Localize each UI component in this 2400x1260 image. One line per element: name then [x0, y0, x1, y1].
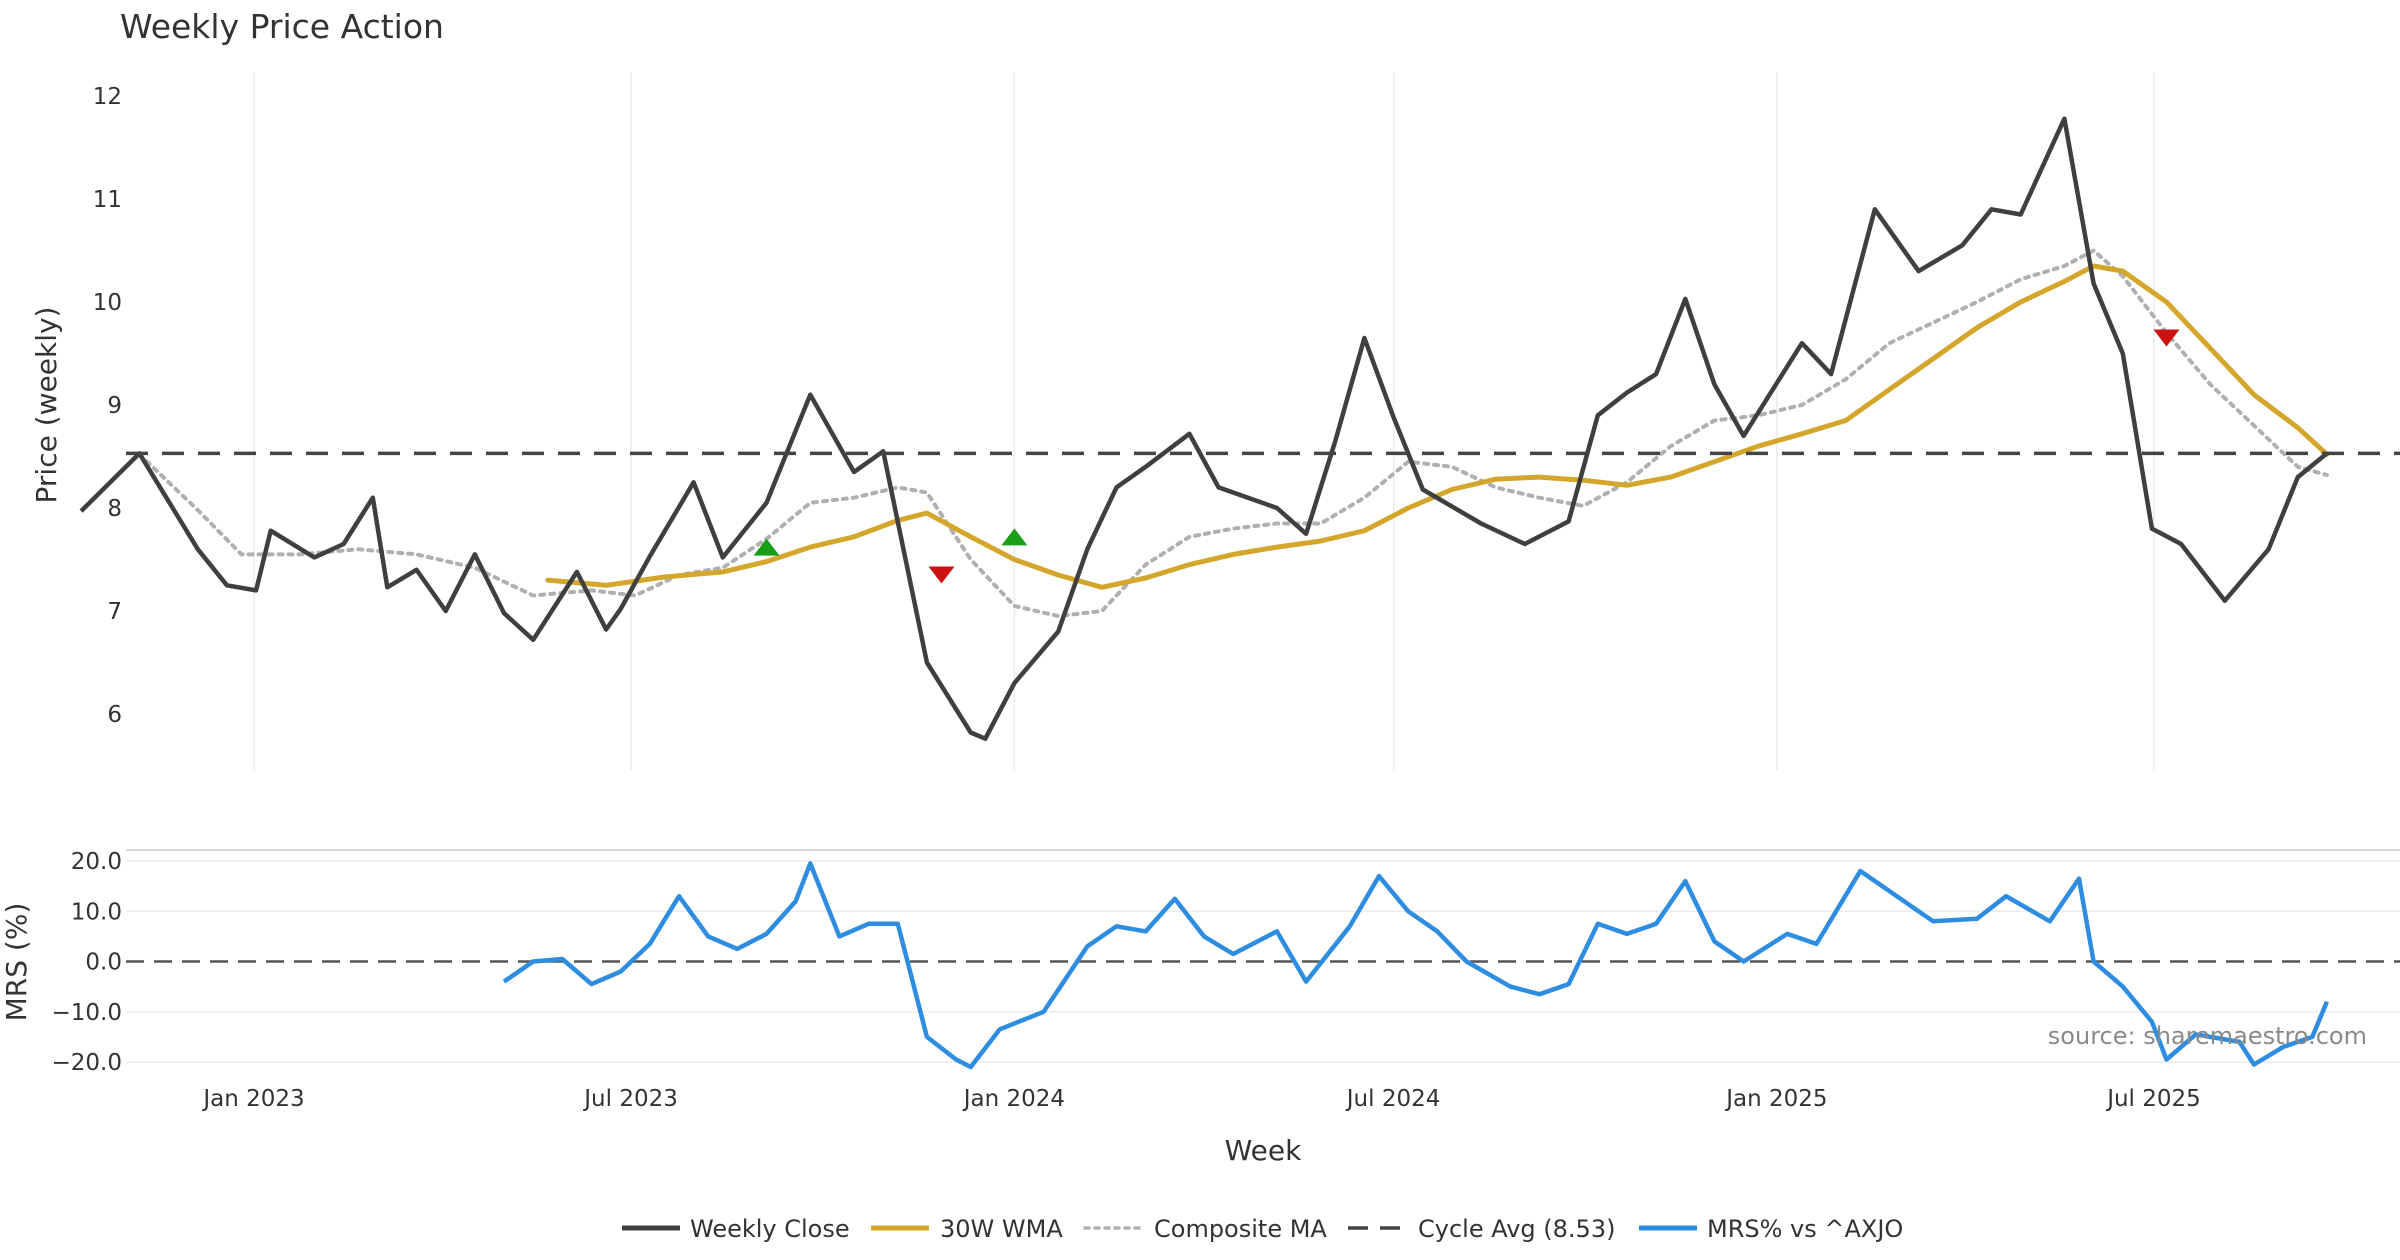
mrs-y-tick-label: −10.0 [52, 1000, 122, 1026]
sell-signal-marker [928, 566, 955, 584]
price-y-tick-label: 8 [107, 496, 122, 522]
legend-item-composite-ma: Composite MA [1083, 1215, 1327, 1243]
mrs-grid [126, 849, 2400, 1063]
legend-item-cycle-avg-8-53: Cycle Avg (8.53) [1348, 1215, 1615, 1243]
x-tick-label: Jul 2024 [1345, 1086, 1441, 1112]
price-y-tick-label: 7 [107, 599, 122, 625]
price-y-tick-label: 6 [107, 702, 122, 728]
x-axis-ticks: Jan 2023 Jul 2023 Jan 2024 Jul 2024 Jan 2025… [201, 1086, 2200, 1112]
x-tick-label: Jan 2023 [201, 1086, 304, 1112]
buy-signal-marker [1001, 528, 1028, 546]
series-30w-wma [545, 263, 2330, 590]
mrs-y-tick-label: −20.0 [52, 1050, 122, 1076]
source-credit: source: sharemaestro.com [2048, 1022, 2367, 1050]
x-axis-label: Week [1225, 1134, 1302, 1167]
price-y-tick-label: 12 [93, 84, 122, 110]
price-grid [253, 72, 2155, 770]
buy-signal-marker [753, 538, 780, 556]
legend: Weekly Close 30W WMA Composite MA Cycle Avg… [622, 1215, 1903, 1243]
mrs-y-ticks: 20.0 10.0 0.0 −10.0 −20.0 [52, 849, 122, 1076]
x-tick-label: Jan 2024 [962, 1086, 1065, 1112]
x-tick-label: Jul 2023 [582, 1086, 678, 1112]
series-weekly-close [79, 116, 2329, 741]
sell-signal-marker [2153, 329, 2180, 347]
x-tick-label: Jul 2025 [2105, 1086, 2201, 1112]
price-series [79, 116, 2400, 741]
price-y-tick-label: 10 [93, 290, 122, 316]
legend-label: Weekly Close [690, 1215, 850, 1243]
series-mrs [502, 861, 2329, 1070]
legend-item-weekly-close: Weekly Close [622, 1215, 850, 1243]
price-y-axis-label: Price (weekly) [30, 307, 63, 504]
legend-label: 30W WMA [940, 1215, 1063, 1243]
legend-label: Composite MA [1154, 1215, 1327, 1243]
signal-markers [753, 329, 2180, 584]
series-composite-ma [137, 248, 2329, 619]
mrs-y-tick-label: 0.0 [85, 950, 122, 976]
legend-item-mrs-vs-axjo: MRS% vs ^AXJO [1639, 1215, 1903, 1243]
x-tick-label: Jan 2025 [1724, 1086, 1827, 1112]
price-y-tick-label: 11 [93, 187, 122, 213]
legend-label: MRS% vs ^AXJO [1707, 1215, 1903, 1243]
mrs-y-axis-label: MRS (%) [0, 903, 33, 1022]
mrs-y-tick-label: 10.0 [71, 899, 122, 925]
mrs-y-tick-label: 20.0 [71, 849, 122, 875]
legend-label: Cycle Avg (8.53) [1418, 1215, 1615, 1243]
legend-item-30w-wma: 30W WMA [871, 1215, 1063, 1243]
price-y-tick-label: 9 [107, 393, 122, 419]
chart-title: Weekly Price Action [120, 7, 444, 46]
price-y-ticks: 6 7 8 9 10 11 12 [93, 84, 122, 728]
mrs-series [126, 861, 2400, 1070]
